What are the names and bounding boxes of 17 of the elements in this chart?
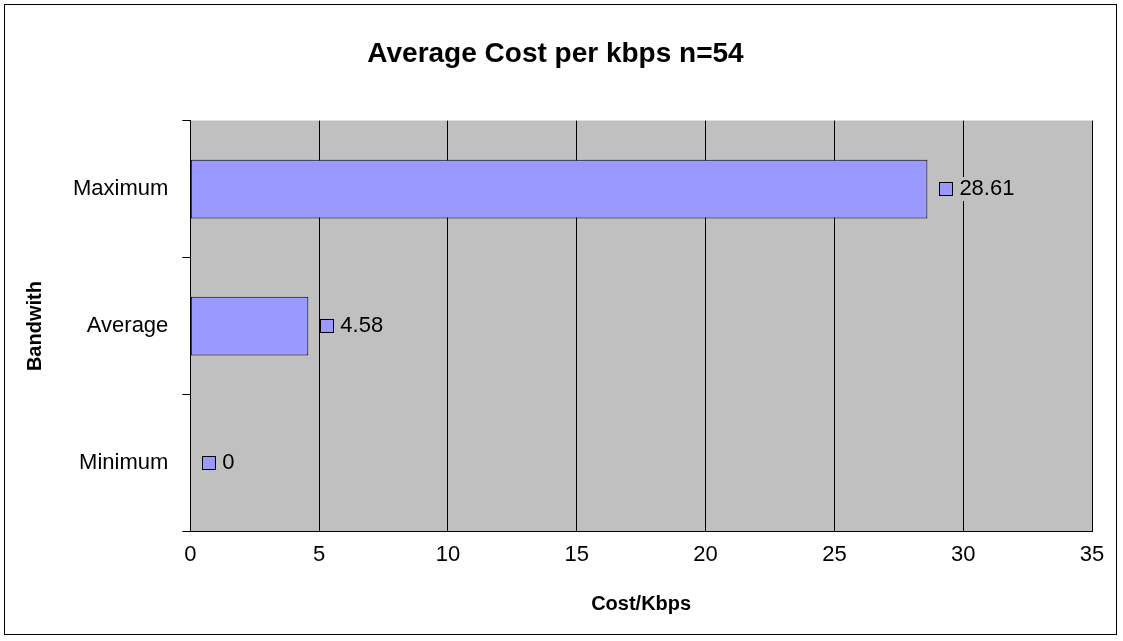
data-label: 0 [222,449,235,475]
x-tick-label: 15 [564,540,590,566]
x-axis-title: Cost/Kbps [591,591,692,614]
x-tick-label: 5 [313,540,326,566]
x-tick-label: 0 [184,540,197,566]
y-tick-label: Minimum [79,449,169,475]
y-tick-label: Maximum [72,175,169,201]
chart-title: Average Cost per kbps n=54 [367,36,745,68]
data-label: 28.61 [959,175,1015,201]
x-tick-label: 10 [435,540,461,566]
data-label: 4.58 [340,312,384,338]
y-tick-label: Average [86,312,169,338]
y-axis-title: Bandwith [22,281,45,372]
x-tick-label: 25 [822,540,847,566]
x-tick-label: 35 [1079,540,1105,566]
x-tick-label: 30 [950,540,976,566]
x-tick-label: 20 [693,540,718,566]
